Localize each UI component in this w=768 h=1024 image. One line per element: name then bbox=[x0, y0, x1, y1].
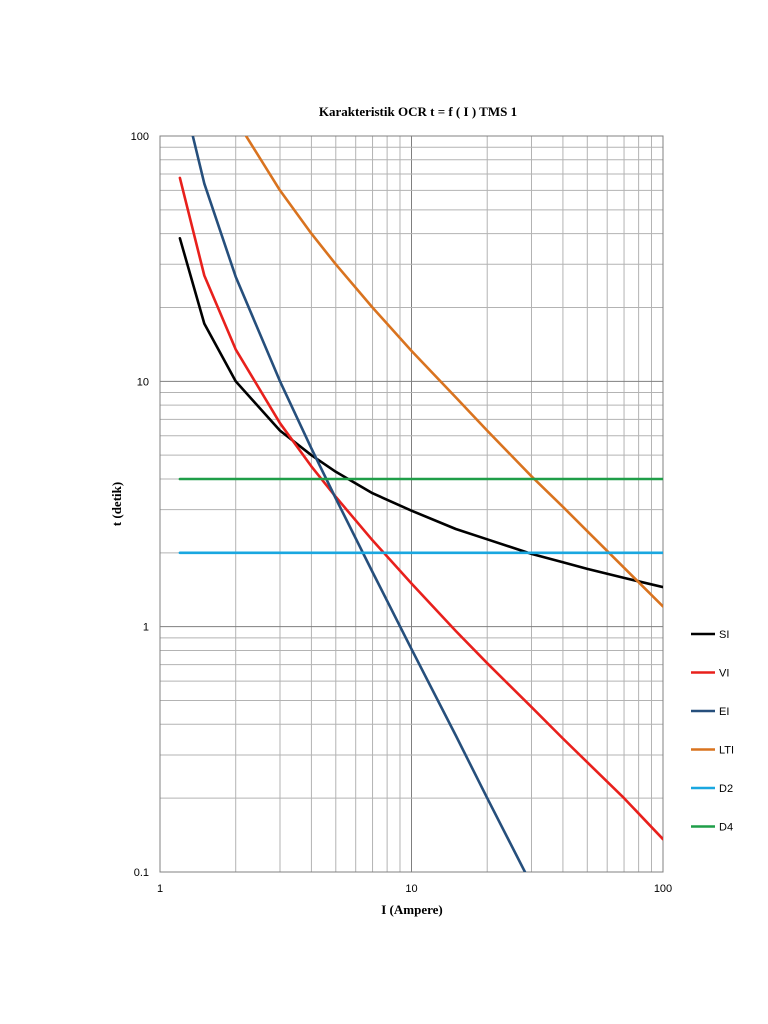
series-line-lti bbox=[244, 136, 663, 608]
x-tick-label: 100 bbox=[654, 883, 672, 895]
y-axis-title: t (detik) bbox=[109, 482, 124, 526]
y-tick-label: 10 bbox=[137, 376, 149, 388]
x-axis-title: I (Ampere) bbox=[381, 902, 443, 917]
series-line-si bbox=[178, 237, 663, 589]
legend-label-si: SI bbox=[719, 629, 729, 641]
series-line-vi bbox=[178, 176, 663, 841]
legend-label-vi: VI bbox=[719, 668, 729, 680]
legend: SI VI EI LTI D2 D4 bbox=[691, 629, 734, 834]
grid bbox=[160, 136, 663, 872]
legend-label-ei: EI bbox=[719, 706, 729, 718]
legend-label-lti: LTI bbox=[719, 745, 734, 757]
y-tick-label: 0.1 bbox=[134, 867, 149, 879]
x-tick-label: 1 bbox=[157, 883, 163, 895]
series-lines bbox=[178, 136, 663, 872]
y-tick-label: 1 bbox=[143, 622, 149, 634]
y-tick-labels: 0.1 1 10 100 bbox=[131, 131, 149, 879]
legend-label-d4: D4 bbox=[719, 822, 733, 834]
legend-label-d2: D2 bbox=[719, 783, 733, 795]
x-tick-labels: 1 10 100 bbox=[157, 883, 672, 895]
x-tick-label: 10 bbox=[405, 883, 417, 895]
y-tick-label: 100 bbox=[131, 131, 149, 143]
series-line-ei bbox=[191, 136, 527, 872]
chart-title: Karakteristik OCR t = f ( I ) TMS 1 bbox=[319, 104, 517, 119]
plot-area-border bbox=[159, 135, 664, 873]
